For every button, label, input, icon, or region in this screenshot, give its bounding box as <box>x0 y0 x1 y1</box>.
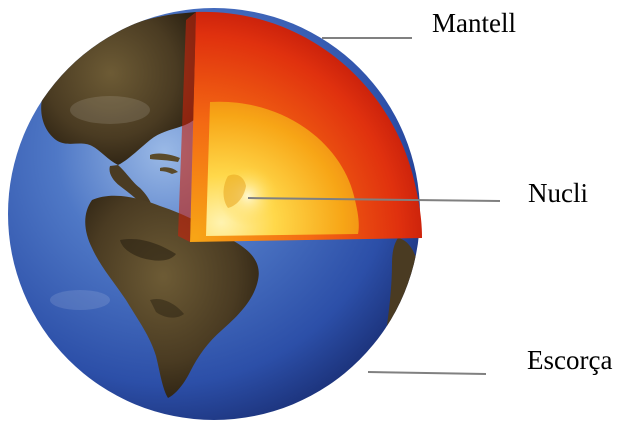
central-america-landmass <box>109 165 152 208</box>
mantle-label: Mantell <box>432 8 516 38</box>
core-leader-line <box>247 197 501 202</box>
crust-label: Escorça <box>527 345 613 375</box>
core-layer <box>206 101 359 236</box>
north-america-landmass <box>41 12 196 165</box>
crust-leader-line <box>367 371 487 375</box>
core-label: Nucli <box>528 178 588 208</box>
